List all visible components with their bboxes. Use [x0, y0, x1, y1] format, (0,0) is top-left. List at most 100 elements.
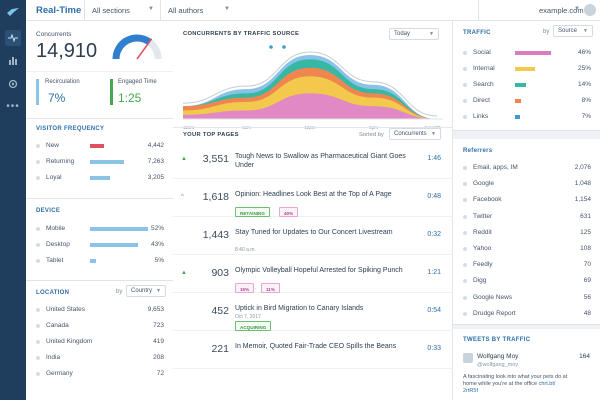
row-value: 72 — [156, 370, 164, 377]
site-label: example.com — [539, 6, 584, 15]
event-marker[interactable] — [282, 45, 286, 49]
row-label: Twitter — [473, 212, 493, 220]
traffic-by-select[interactable]: Source ▼ — [553, 25, 593, 37]
list-item[interactable]: India 208 — [36, 351, 164, 367]
bullet-icon — [463, 279, 467, 284]
table-row[interactable]: 221 In Memoir, Quoted Fair-Trade CEO Spil… — [173, 331, 453, 369]
settings-icon[interactable] — [5, 76, 21, 92]
list-item[interactable]: Search 14% — [463, 78, 591, 94]
table-row[interactable]: 1,443 Stay Tuned for Updates to Our Conce… — [173, 217, 453, 255]
location-card: LOCATION by Country ▼ United States 9,653… — [26, 281, 173, 400]
list-item[interactable]: New 4,442 — [36, 139, 164, 155]
row-value: 25% — [577, 65, 591, 72]
site-selector[interactable]: example.com ▼ — [478, 0, 600, 21]
row-bar — [90, 259, 96, 263]
page-headline[interactable]: Olympic Volleyball Hopeful Arrested for … — [235, 267, 403, 274]
referrers-title: Referrers — [463, 148, 493, 154]
list-item[interactable]: Loyal 3,205 — [36, 171, 164, 187]
bullet-icon — [36, 324, 40, 328]
chevron-down-icon: ▼ — [431, 131, 436, 137]
row-bar — [90, 227, 148, 231]
list-item[interactable]: Twitter 631 — [463, 210, 591, 226]
traffic-by-label: by — [543, 29, 550, 35]
row-label: Google News — [473, 293, 513, 301]
page-headline[interactable]: Tough News to Swallow as Pharmaceutical … — [235, 153, 406, 169]
avatar[interactable] — [584, 4, 596, 16]
list-item[interactable]: Facebook 1,154 — [463, 193, 591, 209]
page-count: 903 — [211, 267, 229, 279]
authors-dropdown[interactable]: All authors ▼ — [160, 0, 236, 21]
list-item[interactable]: Internal 25% — [463, 62, 591, 78]
bullet-icon — [463, 295, 467, 300]
event-marker[interactable] — [269, 45, 273, 49]
table-row[interactable]: 452 Uptick in Bird Migration to Canary Is… — [173, 293, 453, 331]
page-headline[interactable]: Stay Tuned for Updates to Our Concert Li… — [235, 229, 393, 236]
bullet-icon — [463, 83, 467, 87]
list-item[interactable]: Google 1,048 — [463, 177, 591, 193]
page-headline[interactable]: In Memoir, Quoted Fair-Trade CEO Spills … — [235, 343, 397, 350]
list-item[interactable]: Mobile 52% — [36, 222, 164, 238]
trend-up-icon: ^ — [181, 194, 184, 200]
list-item[interactable]: Desktop 43% — [36, 238, 164, 254]
bullet-icon — [36, 176, 40, 180]
list-item[interactable]: Returning 7,263 — [36, 155, 164, 171]
top-header: Real-Time All sections ▼ All authors ▼ e… — [26, 0, 600, 21]
bullet-icon — [463, 214, 467, 219]
list-item[interactable]: Social 46% — [463, 46, 591, 62]
chevron-down-icon: ▼ — [224, 6, 230, 12]
page-time: Oct 7, 2017 — [235, 314, 261, 320]
concurrents-value: 14,910 — [36, 40, 98, 62]
table-row[interactable]: ^ 1,618 Opinion: Headlines Look Best at th… — [173, 179, 453, 217]
row-label: Links — [473, 113, 489, 120]
activity-icon[interactable] — [5, 30, 21, 46]
list-item[interactable]: Feedly 70 — [463, 258, 591, 274]
page-count: 1,618 — [202, 191, 229, 203]
list-item[interactable]: Germany 72 — [36, 367, 164, 383]
logo-icon[interactable] — [5, 4, 21, 20]
chevron-down-icon: ▼ — [156, 288, 161, 294]
area-series-social — [183, 93, 437, 119]
left-column: Concurrents 14,910 Recirculation 7% Enga… — [26, 21, 173, 400]
table-row[interactable]: ▲ 3,551 Tough News to Swallow as Pharmaceu… — [173, 141, 453, 179]
page-headline[interactable]: Uptick in Bird Migration to Canary Islan… — [235, 305, 364, 312]
more-icon[interactable]: ••• — [6, 100, 20, 112]
row-label: United Kingdom — [46, 338, 93, 345]
left-rail: ••• — [0, 0, 26, 400]
page-headline[interactable]: Opinion: Headlines Look Best at the Top … — [235, 191, 392, 198]
list-item[interactable]: Canada 723 — [36, 319, 164, 335]
list-item[interactable]: Digg 69 — [463, 274, 591, 290]
tweet-link-2[interactable]: 2rtR5f — [463, 388, 478, 394]
engaged-time: 0:32 — [427, 231, 441, 238]
list-item[interactable]: Reddit 125 — [463, 226, 591, 242]
main-column: CONCURRENTS BY TRAFFIC SOURCE Today ▼ 12… — [173, 21, 453, 400]
row-bar — [515, 99, 521, 103]
chevron-down-icon: ▼ — [148, 6, 154, 12]
sections-dropdown[interactable]: All sections ▼ — [84, 0, 160, 21]
page-count: 452 — [211, 305, 229, 317]
list-item[interactable]: United Kingdom 419 — [36, 335, 164, 351]
location-by-select[interactable]: Country ▼ — [126, 285, 166, 297]
list-item[interactable]: Google News 56 — [463, 291, 591, 307]
bullet-icon — [463, 263, 467, 268]
row-label: Germany — [46, 370, 73, 377]
location-title: LOCATION — [36, 290, 70, 296]
list-item[interactable]: Email, apps, IM 2,076 — [463, 161, 591, 177]
list-item[interactable]: Direct 8% — [463, 94, 591, 110]
table-row[interactable]: ▲ 903 Olympic Volleyball Hopeful Arrested … — [173, 255, 453, 293]
bullet-icon — [36, 356, 40, 360]
trend-up-icon: ▲ — [181, 270, 187, 276]
row-bar — [515, 115, 520, 119]
list-item[interactable]: Links 7% — [463, 110, 591, 126]
recirculation-value: 7% — [48, 91, 66, 105]
location-by-value: Country — [131, 288, 153, 294]
bullet-icon — [463, 311, 467, 316]
tweet-link[interactable]: chrt.bt/ — [538, 381, 556, 387]
tweet-text-line2: home while you're at the office — [463, 381, 538, 387]
chart-range-select[interactable]: Today ▼ — [389, 28, 439, 40]
list-item[interactable]: Yahoo 108 — [463, 242, 591, 258]
list-item[interactable]: Drudge Report 48 — [463, 307, 591, 323]
sort-select[interactable]: Concurrents ▼ — [389, 128, 441, 140]
bar-chart-icon[interactable] — [5, 52, 21, 68]
list-item[interactable]: Tablet 5% — [36, 254, 164, 270]
list-item[interactable]: United States 9,653 — [36, 303, 164, 319]
